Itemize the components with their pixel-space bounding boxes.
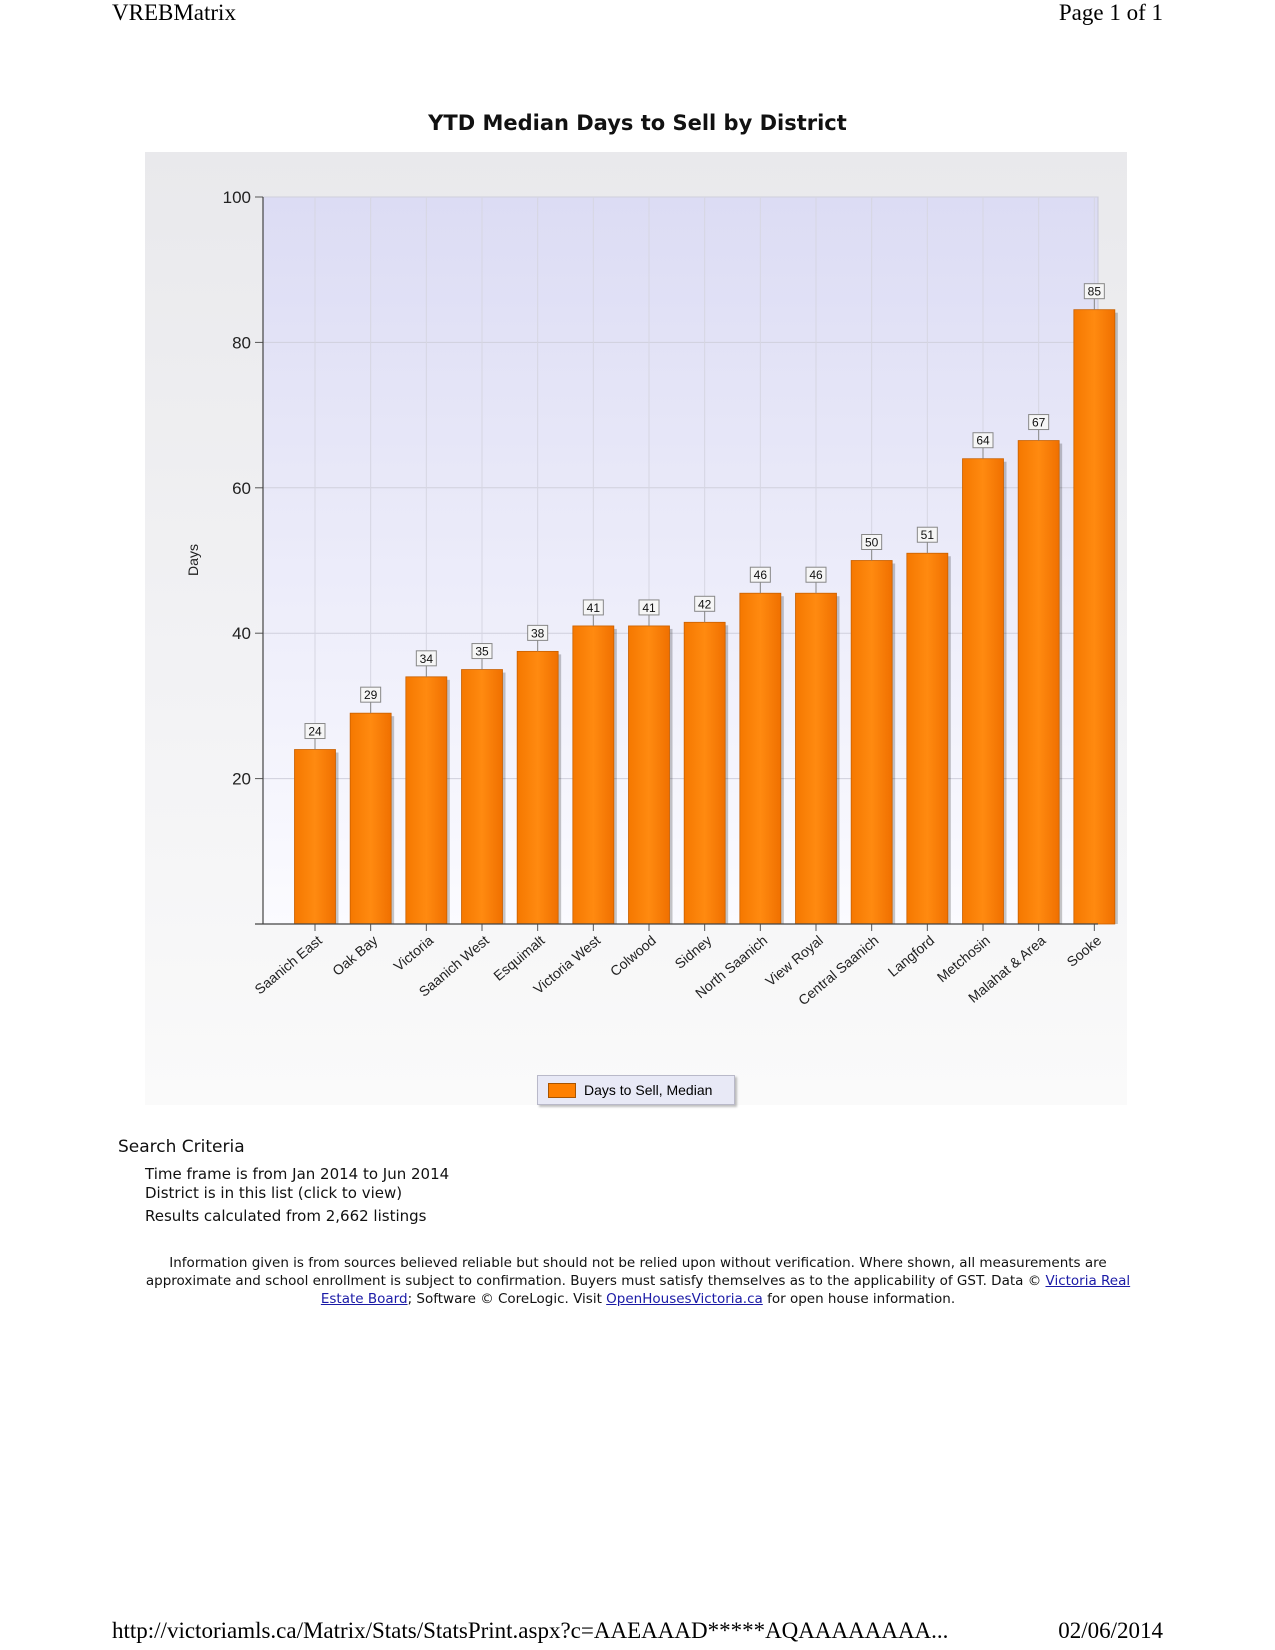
bar [516,650,559,925]
bar [850,560,893,925]
site-name: VREBMatrix [112,0,236,25]
data-label: 35 [475,645,489,659]
disclaimer-text-1: Information given is from sources believ… [145,1255,1107,1289]
bar [405,676,448,925]
bar-chart: 20 40 60 80 100 24 Saanich East 29 Oak Bay 34 Vict… [185,188,1118,1008]
x-tick-label: Sooke [1064,932,1105,970]
disclaimer-text-3: for open house information. [762,1291,956,1307]
bar [683,621,726,925]
open-houses-link[interactable]: OpenHousesVictoria.ca [606,1291,763,1307]
criteria-district[interactable]: District is in this list (click to view) [145,1184,403,1202]
vreb-link[interactable]: Victoria Real Estate Board [320,1273,1131,1307]
x-tick-label: Oak Bay [329,932,380,979]
page-number: Page 1 of 1 [1058,0,1163,25]
bar [962,458,1004,925]
criteria-timeframe: Time frame is from Jan 2014 to Jun 2014 [145,1165,450,1183]
bar [349,712,392,925]
data-label: 41 [587,601,601,615]
y-axis-title: Days [185,544,201,576]
bar [572,625,615,925]
legend-swatch [548,1082,576,1098]
axes [255,196,1098,931]
bar [906,552,949,925]
search-criteria-heading: Search Criteria [118,1137,245,1157]
search-criteria: Search Criteria Time frame is from Jan 2… [118,1137,449,1226]
y-tick-label: 100 [223,188,251,207]
data-label: 67 [1032,416,1046,430]
data-label: 41 [642,601,656,615]
bar [1073,309,1116,925]
disclaimer-text-2: ; Software © CoreLogic. Visit [407,1291,607,1307]
bar [628,625,670,925]
bar [461,669,503,925]
data-label: 85 [1088,285,1102,299]
y-tick-label: 80 [232,333,251,352]
bar [795,592,837,925]
data-label: 42 [698,597,712,611]
disclaimer: Information given is from sources believ… [128,1254,1148,1308]
y-tick-label: 40 [232,624,251,643]
x-tick-label: Victoria [390,932,436,974]
data-label: 51 [921,528,935,542]
page-url: http://victoriamls.ca/Matrix/Stats/Stats… [112,1618,949,1643]
criteria-results: Results calculated from 2,662 listings [145,1207,427,1225]
chart-title: YTD Median Days to Sell by District [428,111,847,135]
bars [294,309,1118,925]
x-tick-label: Langford [885,932,938,980]
data-label: 34 [420,652,434,666]
data-label: 46 [809,568,823,582]
plot-area [262,196,1099,925]
data-label: 38 [531,626,545,640]
y-tick-label: 60 [232,479,251,498]
bar [739,592,782,925]
bar [1017,440,1060,925]
y-tick-label: 20 [232,770,251,789]
legend: Days to Sell, Median [537,1075,735,1105]
bar [294,749,336,925]
legend-label: Days to Sell, Median [584,1082,713,1098]
data-label: 64 [976,434,990,448]
data-label: 46 [754,568,768,582]
print-date: 02/06/2014 [1058,1618,1163,1643]
data-label: 24 [308,725,322,739]
x-tick-label: Saanich East [251,932,325,997]
x-tick-label: Colwood [607,932,659,979]
data-label: 50 [865,536,879,550]
x-tick-label: Sidney [672,932,715,972]
data-label: 29 [364,688,378,702]
